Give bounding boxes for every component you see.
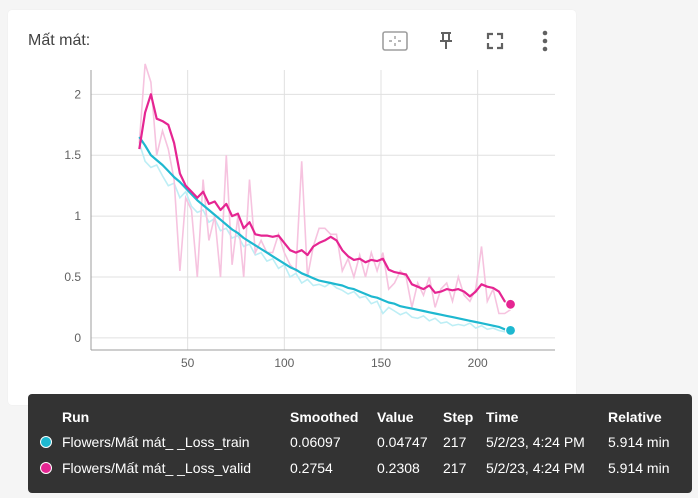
run-time: 5/2/23, 4:24 PM bbox=[486, 460, 585, 476]
run-color-dot bbox=[40, 462, 52, 474]
col-step-header: Step bbox=[443, 409, 474, 425]
y-tick-label: 0 bbox=[74, 331, 81, 345]
run-step: 217 bbox=[443, 460, 467, 476]
run-name: Flowers/Mất mát_ _Loss_valid bbox=[62, 460, 252, 476]
y-tick-label: 1.5 bbox=[64, 148, 81, 162]
y-tick-label: 2 bbox=[74, 87, 81, 101]
col-smoothed-header: Smoothed bbox=[290, 409, 359, 425]
col-time-header: Time bbox=[486, 409, 519, 425]
series-raw-line bbox=[138, 142, 511, 333]
more-vert-icon[interactable] bbox=[532, 28, 558, 54]
run-time: 5/2/23, 4:24 PM bbox=[486, 434, 585, 450]
series-smoothed-line bbox=[138, 136, 511, 332]
x-tick-label: 200 bbox=[468, 356, 488, 370]
run-relative: 5.914 min bbox=[608, 434, 670, 450]
series-end-point bbox=[504, 298, 517, 310]
series-smoothed-line bbox=[138, 93, 512, 306]
run-color-dot bbox=[40, 436, 52, 448]
col-relative-header: Relative bbox=[608, 409, 662, 425]
series-end-point bbox=[504, 324, 517, 337]
run-relative: 5.914 min bbox=[608, 460, 670, 476]
run-smoothed: 0.06097 bbox=[290, 434, 341, 450]
run-name: Flowers/Mất mát_ _Loss_train bbox=[62, 434, 250, 450]
run-smoothed: 0.2754 bbox=[290, 460, 333, 476]
x-tick-label: 50 bbox=[181, 356, 195, 370]
run-value: 0.04747 bbox=[377, 434, 428, 450]
run-step: 217 bbox=[443, 434, 467, 450]
series-raw-line bbox=[138, 63, 511, 315]
x-tick-label: 100 bbox=[274, 356, 294, 370]
card-title: Mất mát: bbox=[28, 32, 91, 49]
run-tooltip: Run Smoothed Value Step Time Relative Fl… bbox=[28, 394, 692, 493]
col-run-header: Run bbox=[62, 409, 90, 425]
y-tick-label: 1 bbox=[74, 209, 81, 223]
pin-icon[interactable] bbox=[433, 28, 459, 54]
fit-domain-icon[interactable] bbox=[382, 28, 408, 54]
col-value-header: Value bbox=[377, 409, 414, 425]
scalar-card: Mất mát: bbox=[8, 10, 576, 405]
fullscreen-icon[interactable] bbox=[482, 28, 508, 54]
run-value: 0.2308 bbox=[377, 460, 420, 476]
y-tick-label: 0.5 bbox=[64, 270, 81, 284]
x-tick-label: 150 bbox=[371, 356, 391, 370]
